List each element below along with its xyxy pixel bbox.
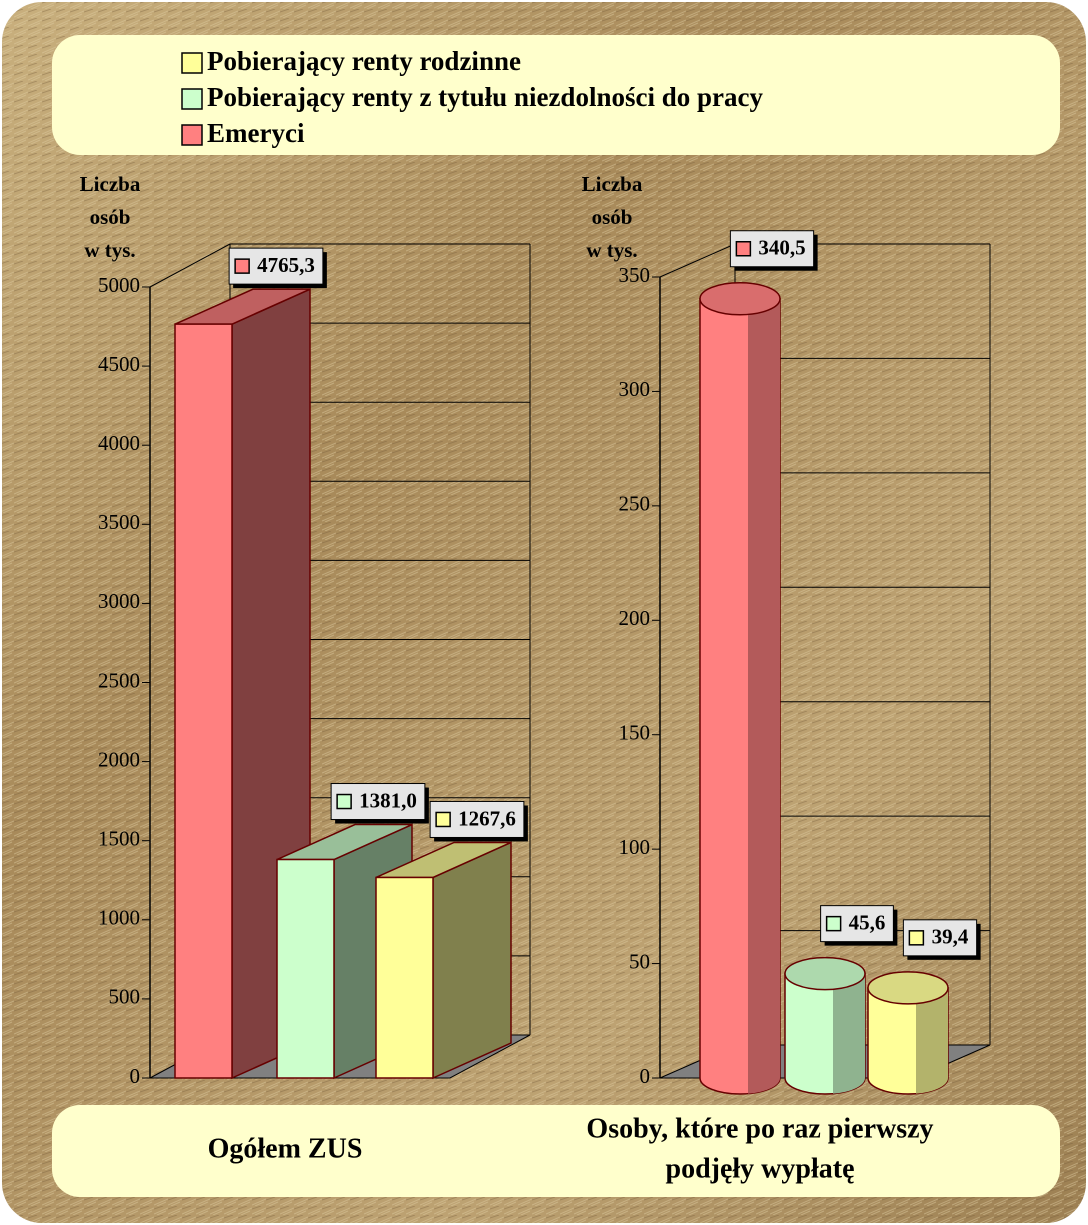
value-label: 4765,3	[257, 253, 315, 277]
value-label-box: 1381,0	[330, 783, 429, 824]
y-tick-label: 1500	[98, 827, 140, 851]
y-tick-label: 350	[619, 263, 651, 287]
value-label-box: 340,5	[729, 230, 818, 271]
back-wall-edge	[149, 243, 231, 288]
y-tick-label: 3500	[98, 510, 140, 534]
cylinder-shade	[748, 298, 780, 1094]
caption-panel	[52, 1105, 1060, 1197]
bar-side	[432, 841, 512, 1080]
y-tick-label: 150	[619, 721, 651, 745]
y-tick-label: 200	[619, 606, 651, 630]
bar-front	[276, 858, 335, 1079]
cylinder	[867, 971, 949, 1095]
cylinder-top	[867, 971, 949, 1005]
cylinder	[699, 281, 781, 1095]
y-tick-label: 3000	[98, 589, 140, 613]
value-label-swatch	[735, 240, 752, 257]
chart-title: podjęły wypłatę	[666, 1153, 855, 1184]
y-tick-label: 4000	[98, 431, 140, 455]
back-wall-edge	[659, 243, 736, 278]
value-label: 1267,6	[458, 806, 516, 830]
y-axis-label: osób	[90, 205, 131, 229]
cylinder-top	[699, 281, 781, 316]
value-label-swatch	[435, 811, 451, 828]
value-label: 39,4	[932, 925, 969, 949]
y-tick-label: 100	[619, 835, 651, 859]
bar-front	[375, 876, 434, 1079]
y-axis-label: w tys.	[84, 238, 135, 262]
chart-title: Osoby, które po raz pierwszy	[586, 1113, 933, 1144]
value-label-swatch	[825, 915, 842, 932]
value-label-swatch	[336, 793, 352, 810]
legend-label: Pobierający renty z tytułu niezdolności …	[207, 82, 763, 112]
value-label-box: 39,4	[902, 919, 981, 960]
cylinder-shade	[916, 987, 948, 1094]
cylinder	[784, 956, 866, 1095]
value-label-swatch	[908, 930, 925, 946]
y-axis-label: Liczba	[582, 172, 643, 196]
legend-label: Pobierający renty rodzinne	[207, 46, 521, 76]
bar-front	[174, 323, 233, 1079]
y-tick-label: 5000	[98, 273, 140, 297]
legend-swatch	[181, 124, 203, 146]
bar	[375, 841, 512, 1080]
y-tick-label: 300	[619, 377, 651, 401]
cylinder-top	[784, 956, 866, 991]
value-label: 340,5	[758, 236, 805, 260]
chart-title: Ogółem ZUS	[208, 1133, 363, 1164]
value-label-box: 4765,3	[228, 247, 327, 289]
y-tick-label: 2500	[98, 668, 140, 692]
legend-label: Emeryci	[207, 118, 305, 148]
y-tick-label: 0	[130, 1064, 141, 1088]
value-label-box: 45,6	[820, 905, 898, 946]
y-tick-label: 2000	[98, 747, 140, 771]
y-axis-label: Liczba	[80, 172, 141, 196]
legend-swatch	[181, 52, 203, 74]
y-tick-label: 50	[629, 949, 650, 973]
y-tick-label: 1000	[98, 906, 140, 930]
y-tick-label: 0	[640, 1064, 651, 1088]
cylinder-shade	[833, 973, 865, 1094]
legend-panel	[52, 35, 1060, 155]
y-axis-label: osób	[592, 205, 633, 229]
y-axis-label: w tys.	[586, 238, 637, 262]
y-tick-label: 4500	[98, 352, 140, 376]
value-label-box: 1267,6	[429, 800, 528, 842]
value-label: 1381,0	[359, 788, 417, 812]
value-label: 45,6	[849, 910, 886, 934]
y-tick-label: 250	[619, 492, 651, 516]
legend-swatch	[181, 88, 203, 110]
value-label-swatch	[234, 258, 250, 274]
y-tick-label: 500	[109, 985, 141, 1009]
